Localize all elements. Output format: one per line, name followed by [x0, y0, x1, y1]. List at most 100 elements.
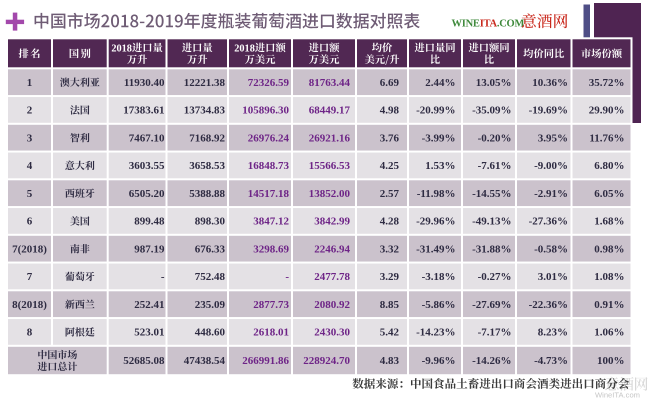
svg-text:35.72%: 35.72%: [589, 77, 625, 89]
svg-text:-31.49%: -31.49%: [416, 243, 455, 255]
svg-text:899.48: 899.48: [134, 216, 165, 228]
svg-text:2: 2: [27, 105, 33, 117]
svg-text:-29.96%: -29.96%: [416, 216, 455, 228]
svg-text:0.98%: 0.98%: [594, 243, 624, 255]
svg-text:523.01: 523.01: [134, 327, 164, 339]
svg-text:6: 6: [27, 216, 33, 228]
svg-text:100%: 100%: [597, 355, 625, 367]
svg-text:16848.73: 16848.73: [248, 160, 290, 172]
svg-text:4.98: 4.98: [380, 105, 400, 117]
svg-text:8: 8: [27, 327, 33, 339]
svg-text:3298.69: 3298.69: [253, 243, 289, 255]
svg-text:2430.30: 2430.30: [314, 327, 350, 339]
svg-text:7467.10: 7467.10: [129, 132, 165, 144]
svg-text:3.01%: 3.01%: [538, 271, 568, 283]
svg-text:-2.91%: -2.91%: [534, 188, 568, 200]
svg-text:4.28: 4.28: [380, 216, 400, 228]
svg-text:26921.16: 26921.16: [309, 132, 351, 144]
svg-text:752.48: 752.48: [195, 271, 226, 283]
svg-text:15566.53: 15566.53: [309, 160, 351, 172]
svg-text:-14.55%: -14.55%: [472, 188, 511, 200]
svg-text:47438.54: 47438.54: [184, 355, 226, 367]
svg-text:-14.26%: -14.26%: [472, 355, 511, 367]
svg-text:81763.44: 81763.44: [309, 77, 351, 89]
svg-text:-5.86%: -5.86%: [422, 299, 456, 311]
svg-text:4.25: 4.25: [380, 160, 400, 172]
svg-text:8.85: 8.85: [380, 299, 400, 311]
svg-text:4.83: 4.83: [380, 355, 400, 367]
svg-text:5388.88: 5388.88: [189, 188, 225, 200]
svg-text:2618.01: 2618.01: [253, 327, 289, 339]
svg-text:10.36%: 10.36%: [532, 77, 568, 89]
svg-text:4: 4: [27, 160, 33, 172]
svg-text:72326.59: 72326.59: [248, 77, 290, 89]
svg-text:WINEITA.COM: WINEITA.COM: [452, 19, 525, 30]
svg-text:676.33: 676.33: [195, 243, 226, 255]
svg-text:7168.92: 7168.92: [189, 132, 225, 144]
svg-text:266991.86: 266991.86: [242, 355, 289, 367]
svg-text:13852.00: 13852.00: [309, 188, 351, 200]
svg-text:-14.23%: -14.23%: [416, 327, 455, 339]
svg-text:5.42: 5.42: [380, 327, 400, 339]
svg-text:8.23%: 8.23%: [538, 327, 568, 339]
svg-text:11.76%: 11.76%: [589, 132, 624, 144]
svg-text:3.29: 3.29: [380, 271, 400, 283]
svg-text:1: 1: [27, 77, 33, 89]
svg-text:-31.88%: -31.88%: [472, 243, 511, 255]
svg-text:3658.53: 3658.53: [189, 160, 225, 172]
svg-text:987.19: 987.19: [134, 243, 165, 255]
svg-text:1.06%: 1.06%: [594, 327, 624, 339]
svg-text:6.69: 6.69: [380, 77, 400, 89]
svg-text:3842.99: 3842.99: [314, 216, 350, 228]
svg-text:6.05%: 6.05%: [594, 188, 624, 200]
svg-text:17383.61: 17383.61: [123, 105, 164, 117]
svg-text:-0.20%: -0.20%: [478, 132, 512, 144]
svg-text:0.91%: 0.91%: [594, 299, 624, 311]
svg-text:-22.36%: -22.36%: [529, 299, 568, 311]
svg-text:5: 5: [27, 188, 33, 200]
svg-text:26976.24: 26976.24: [248, 132, 290, 144]
svg-text:2.57: 2.57: [380, 188, 400, 200]
svg-text:3.95%: 3.95%: [538, 132, 568, 144]
svg-text:105896.30: 105896.30: [242, 105, 289, 117]
svg-text:WineITA.com: WineITA.com: [595, 391, 640, 400]
svg-text:6505.20: 6505.20: [129, 188, 165, 200]
svg-text:-35.09%: -35.09%: [472, 105, 511, 117]
svg-text:-20.99%: -20.99%: [416, 105, 455, 117]
svg-text:228924.70: 228924.70: [303, 355, 350, 367]
svg-text:-: -: [285, 271, 289, 283]
svg-text:7(2018): 7(2018): [12, 243, 47, 255]
svg-text:-: -: [161, 271, 165, 283]
svg-text:-0.27%: -0.27%: [478, 271, 512, 283]
svg-text:3603.55: 3603.55: [129, 160, 165, 172]
svg-text:-3.18%: -3.18%: [422, 271, 456, 283]
svg-text:14517.18: 14517.18: [248, 188, 290, 200]
svg-text:448.60: 448.60: [195, 327, 226, 339]
svg-text:-9.96%: -9.96%: [422, 355, 456, 367]
svg-text:11930.40: 11930.40: [124, 77, 165, 89]
svg-text:-9.00%: -9.00%: [534, 160, 568, 172]
svg-text:3: 3: [27, 132, 33, 144]
svg-text:-4.73%: -4.73%: [534, 355, 568, 367]
svg-text:3847.12: 3847.12: [253, 216, 289, 228]
svg-text:-7.61%: -7.61%: [478, 160, 512, 172]
svg-text:-19.69%: -19.69%: [529, 105, 568, 117]
svg-text:-3.99%: -3.99%: [422, 132, 456, 144]
svg-text:-27.69%: -27.69%: [472, 299, 511, 311]
svg-text:6.80%: 6.80%: [594, 160, 624, 172]
svg-text:68449.17: 68449.17: [309, 105, 351, 117]
svg-text:12221.38: 12221.38: [184, 77, 226, 89]
svg-text:-11.98%: -11.98%: [417, 188, 456, 200]
svg-text:3.32: 3.32: [380, 243, 400, 255]
svg-text:-49.13%: -49.13%: [472, 216, 511, 228]
svg-text:29.90%: 29.90%: [589, 105, 625, 117]
svg-text:2477.78: 2477.78: [314, 271, 350, 283]
svg-text:2018: 2018: [111, 43, 132, 54]
svg-text:2877.73: 2877.73: [253, 299, 289, 311]
svg-text:1.08%: 1.08%: [594, 271, 624, 283]
svg-text:-0.58%: -0.58%: [534, 243, 568, 255]
svg-text:898.30: 898.30: [195, 216, 226, 228]
svg-text:52685.08: 52685.08: [123, 355, 165, 367]
svg-text:235.09: 235.09: [195, 299, 226, 311]
svg-text:8(2018): 8(2018): [12, 299, 47, 311]
